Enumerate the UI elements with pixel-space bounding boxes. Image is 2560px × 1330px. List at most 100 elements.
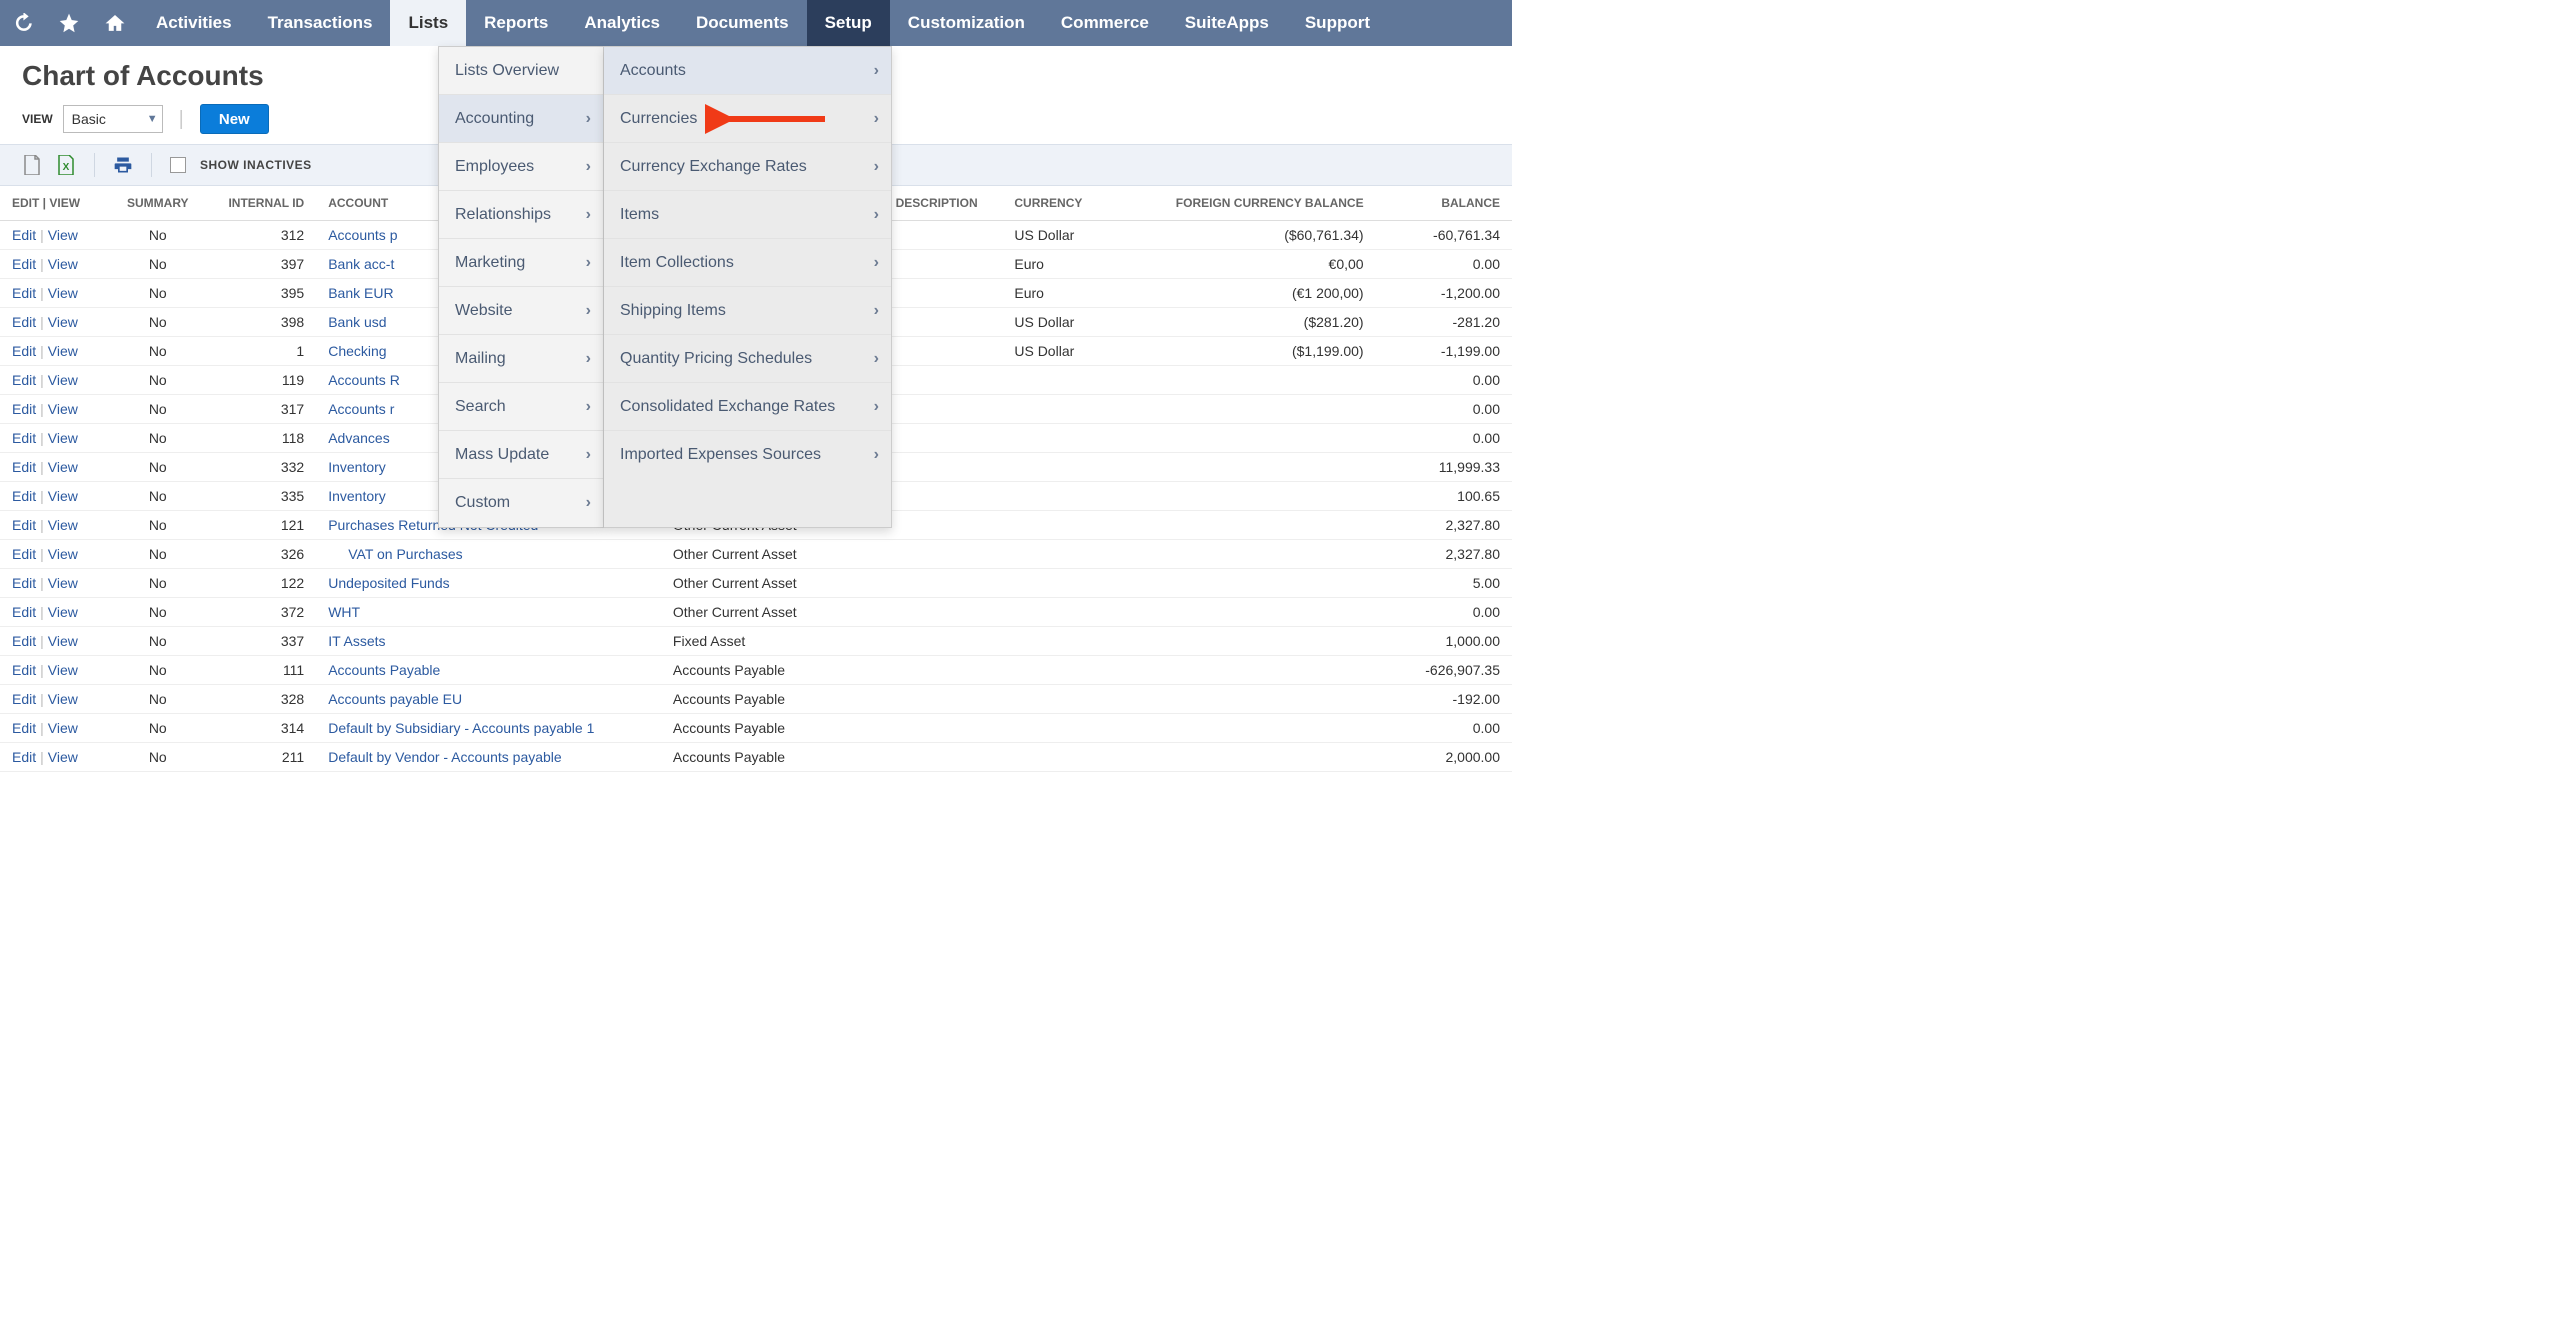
view-link[interactable]: View [48, 227, 78, 243]
menu-item-employees[interactable]: Employees› [439, 143, 603, 191]
view-link[interactable]: View [48, 256, 78, 272]
edit-link[interactable]: Edit [12, 546, 36, 562]
view-link[interactable]: View [48, 604, 78, 620]
edit-link[interactable]: Edit [12, 256, 36, 272]
menu-item-consolidated-exchange-rates[interactable]: Consolidated Exchange Rates› [604, 383, 891, 431]
edit-link[interactable]: Edit [12, 372, 36, 388]
edit-link[interactable]: Edit [12, 720, 36, 736]
view-link[interactable]: View [48, 285, 78, 301]
account-link[interactable]: Inventory [328, 459, 386, 475]
new-button[interactable]: New [200, 104, 269, 134]
edit-link[interactable]: Edit [12, 488, 36, 504]
account-link[interactable]: Advances [328, 430, 389, 446]
nav-item-support[interactable]: Support [1287, 0, 1388, 46]
view-link[interactable]: View [48, 372, 78, 388]
col-edit-view[interactable]: EDIT | VIEW [0, 186, 108, 221]
account-link[interactable]: Bank usd [328, 314, 386, 330]
view-link[interactable]: View [48, 314, 78, 330]
nav-item-suiteapps[interactable]: SuiteApps [1167, 0, 1287, 46]
nav-item-lists[interactable]: Lists [390, 0, 466, 46]
view-link[interactable]: View [48, 401, 78, 417]
account-link[interactable]: Inventory [328, 488, 386, 504]
menu-item-quantity-pricing-schedules[interactable]: Quantity Pricing Schedules› [604, 335, 891, 383]
account-link[interactable]: Accounts payable EU [328, 691, 462, 707]
view-link[interactable]: View [48, 517, 78, 533]
menu-item-accounting[interactable]: Accounting› [439, 95, 603, 143]
account-link[interactable]: Checking [328, 343, 386, 359]
excel-export-icon[interactable]: X [56, 155, 76, 175]
view-link[interactable]: View [48, 575, 78, 591]
menu-item-currencies[interactable]: Currencies› [604, 95, 891, 143]
menu-item-relationships[interactable]: Relationships› [439, 191, 603, 239]
edit-link[interactable]: Edit [12, 604, 36, 620]
account-link[interactable]: Default by Vendor - Accounts payable [328, 749, 561, 765]
view-link[interactable]: View [48, 720, 78, 736]
nav-item-commerce[interactable]: Commerce [1043, 0, 1167, 46]
account-link[interactable]: Accounts R [328, 372, 400, 388]
account-link[interactable]: Undeposited Funds [328, 575, 449, 591]
history-icon[interactable] [0, 0, 46, 46]
edit-link[interactable]: Edit [12, 401, 36, 417]
menu-item-search[interactable]: Search› [439, 383, 603, 431]
view-link[interactable]: View [48, 546, 78, 562]
menu-item-custom[interactable]: Custom› [439, 479, 603, 527]
view-link[interactable]: View [48, 633, 78, 649]
view-link[interactable]: View [48, 430, 78, 446]
account-link[interactable]: VAT on Purchases [328, 546, 462, 562]
print-icon[interactable] [113, 155, 133, 175]
menu-item-item-collections[interactable]: Item Collections› [604, 239, 891, 287]
nav-item-analytics[interactable]: Analytics [566, 0, 678, 46]
edit-link[interactable]: Edit [12, 314, 36, 330]
menu-item-mailing[interactable]: Mailing› [439, 335, 603, 383]
show-inactives-checkbox[interactable] [170, 157, 186, 173]
menu-item-lists-overview[interactable]: Lists Overview [439, 47, 603, 95]
view-select[interactable]: Basic ▼ [63, 105, 163, 133]
menu-item-accounts[interactable]: Accounts› [604, 47, 891, 95]
col-currency[interactable]: CURRENCY [1002, 186, 1120, 221]
menu-item-items[interactable]: Items› [604, 191, 891, 239]
document-icon[interactable] [22, 155, 42, 175]
menu-item-imported-expenses-sources[interactable]: Imported Expenses Sources› [604, 431, 891, 479]
edit-link[interactable]: Edit [12, 430, 36, 446]
nav-item-customization[interactable]: Customization [890, 0, 1043, 46]
menu-item-marketing[interactable]: Marketing› [439, 239, 603, 287]
account-link[interactable]: Accounts r [328, 401, 394, 417]
menu-item-mass-update[interactable]: Mass Update› [439, 431, 603, 479]
account-link[interactable]: Accounts p [328, 227, 397, 243]
edit-link[interactable]: Edit [12, 227, 36, 243]
edit-link[interactable]: Edit [12, 662, 36, 678]
edit-link[interactable]: Edit [12, 343, 36, 359]
col-balance[interactable]: BALANCE [1376, 186, 1512, 221]
view-link[interactable]: View [48, 662, 78, 678]
nav-item-documents[interactable]: Documents [678, 0, 807, 46]
edit-link[interactable]: Edit [12, 285, 36, 301]
menu-item-website[interactable]: Website› [439, 287, 603, 335]
view-link[interactable]: View [48, 749, 78, 765]
nav-item-reports[interactable]: Reports [466, 0, 566, 46]
col-foreign-balance[interactable]: FOREIGN CURRENCY BALANCE [1120, 186, 1376, 221]
account-link[interactable]: Default by Subsidiary - Accounts payable… [328, 720, 594, 736]
edit-link[interactable]: Edit [12, 517, 36, 533]
edit-link[interactable]: Edit [12, 459, 36, 475]
edit-link[interactable]: Edit [12, 749, 36, 765]
account-link[interactable]: IT Assets [328, 633, 385, 649]
account-link[interactable]: Accounts Payable [328, 662, 440, 678]
edit-link[interactable]: Edit [12, 575, 36, 591]
home-icon[interactable] [92, 0, 138, 46]
edit-link[interactable]: Edit [12, 691, 36, 707]
view-link[interactable]: View [48, 343, 78, 359]
nav-item-setup[interactable]: Setup [807, 0, 890, 46]
menu-item-shipping-items[interactable]: Shipping Items› [604, 287, 891, 335]
col-internal-id[interactable]: INTERNAL ID [207, 186, 316, 221]
view-link[interactable]: View [48, 459, 78, 475]
nav-item-transactions[interactable]: Transactions [250, 0, 391, 46]
account-link[interactable]: Bank acc-t [328, 256, 394, 272]
nav-item-activities[interactable]: Activities [138, 0, 250, 46]
edit-link[interactable]: Edit [12, 633, 36, 649]
star-icon[interactable] [46, 0, 92, 46]
col-summary[interactable]: SUMMARY [108, 186, 207, 221]
col-description[interactable]: DESCRIPTION [884, 186, 1003, 221]
view-link[interactable]: View [48, 488, 78, 504]
account-link[interactable]: Bank EUR [328, 285, 393, 301]
menu-item-currency-exchange-rates[interactable]: Currency Exchange Rates› [604, 143, 891, 191]
